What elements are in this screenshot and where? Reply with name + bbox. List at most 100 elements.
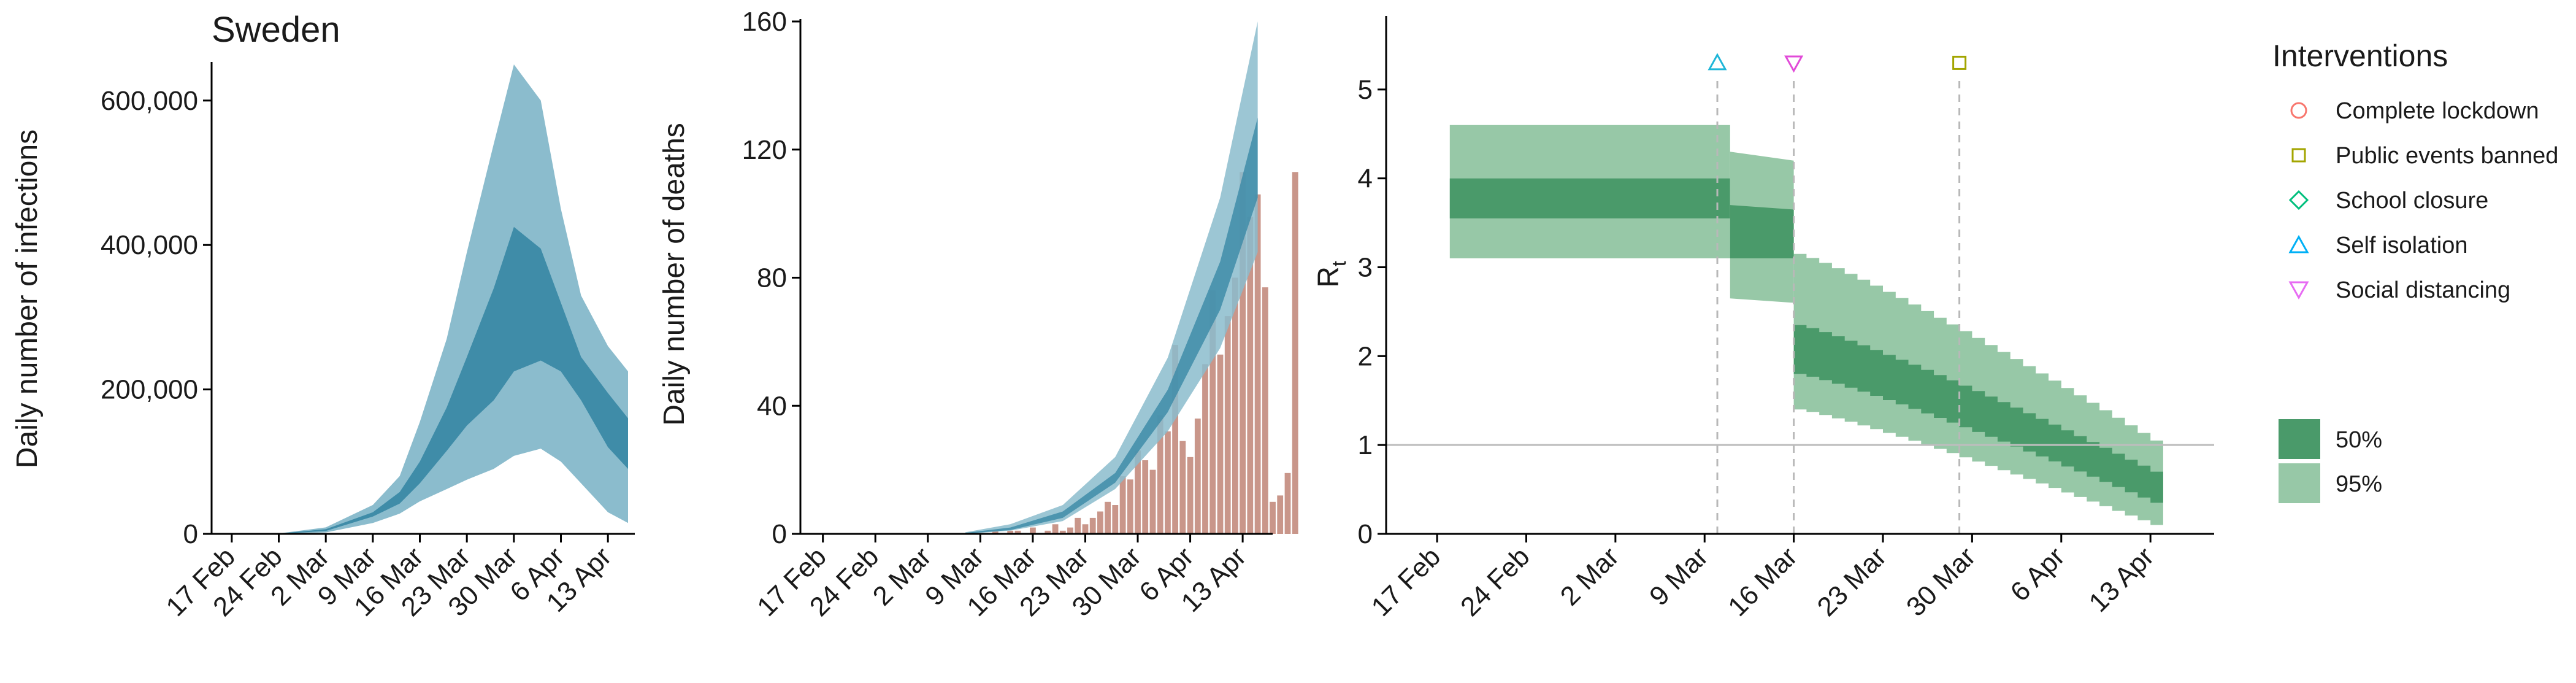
plot-area [965,21,1298,534]
y-tick-label: 400,000 [101,230,198,260]
death-bar [1127,479,1133,534]
legend-band-label: 50% [2336,427,2382,453]
y-tick-label: 200,000 [101,375,198,405]
legend-marker-square [2291,148,2306,163]
rt-50-band [1793,325,2163,503]
death-bar [1194,419,1201,534]
y-axis-title: Rt [1313,261,1350,288]
intervention-marker-triangle-up [1708,53,1727,71]
death-bar [1119,476,1126,534]
legend-marker-triangle-down [2288,281,2309,300]
death-bar [1014,530,1021,534]
x-tick-label: 30 Mar [1901,541,1981,622]
y-tick-label: 3 [1358,253,1373,283]
death-bar [1089,517,1096,534]
x-tick-label: 16 Mar [1722,541,1803,622]
legend-item-label: School closure [2336,188,2488,214]
plot-area [1386,53,2214,534]
y-axis-title: Daily number of deaths [658,123,691,426]
y-axis-title-subscript: t [1328,261,1350,266]
death-bar [1224,316,1231,534]
death-bar [1105,501,1111,534]
death-bar [1097,511,1103,534]
legend-item-label: Self isolation [2336,233,2467,258]
death-bar [1142,460,1149,534]
death-bar [1277,495,1284,534]
legend-band-swatch [2279,419,2320,459]
y-tick-label: 0 [183,519,198,549]
rt-50-band [1449,178,1730,218]
death-bar [1172,345,1178,534]
death-bar [1187,457,1194,534]
death-bar [1165,431,1171,534]
y-axis-title: Daily number of infections [11,129,44,468]
y-tick-label: 2 [1358,341,1373,371]
legend-item-label: Complete lockdown [2336,98,2539,124]
y-tick-label: 120 [742,135,787,165]
y-tick-label: 5 [1358,75,1373,105]
y-tick-label: 160 [742,7,787,37]
death-bar [1149,469,1156,534]
y-tick-label: 1 [1358,430,1373,460]
legend-band-label: 95% [2336,471,2382,497]
rt-95-band [1793,253,2163,525]
legend-marker-diamond [2288,190,2309,210]
x-tick-label: 23 Mar [1812,541,1892,622]
intervention-marker-triangle-down [1784,55,1804,73]
death-bar [1112,505,1119,534]
y-tick-label: 40 [757,391,787,421]
x-tick-label: 13 Apr [2083,541,2160,618]
y-tick-label: 600,000 [101,86,198,116]
death-bar [1157,415,1163,534]
death-bar [1135,450,1141,534]
x-tick-label: 24 Feb [1455,541,1536,622]
death-bar [1030,527,1036,534]
x-tick-label: 6 Apr [2005,541,2071,607]
death-bar [1209,290,1216,534]
death-bar [1240,172,1246,534]
death-bar [1082,524,1089,534]
death-bar [1075,517,1081,534]
death-bar [1067,527,1073,534]
panel-title: Sweden [212,10,340,50]
y-tick-label: 0 [1358,519,1373,549]
legend-item-label: Social distancing [2336,277,2510,303]
x-tick-label: 17 Feb [1366,541,1447,622]
x-tick-label: 2 Mar [867,541,937,611]
y-tick-label: 0 [772,519,787,549]
infections-panel: Sweden Daily number of infections 0 200,0… [11,10,635,622]
y-tick-label: 80 [757,263,787,293]
plot-area [218,64,628,534]
death-bar [1270,501,1276,534]
death-bar [1217,354,1224,534]
death-bar [1179,441,1186,534]
death-bar [1284,473,1291,534]
legend-marker-circle [2290,102,2307,119]
legend-item-label: Public events banned [2336,143,2558,169]
legend-items: Complete lockdown Public events banned Sch… [2288,98,2558,303]
death-bar [992,530,999,534]
infections-50-band [218,226,628,534]
death-bar [1247,217,1254,534]
deaths-95-band [965,21,1258,534]
death-bar [1007,530,1014,534]
rt-panel: Rt 0 1 2 3 4 5 17 Feb 24 Feb 2 Mar 9 Mar 16 Mar 23 … [1313,16,2214,622]
death-bar [1232,277,1238,534]
infections-95-band [218,64,628,534]
x-tick-label: 2 Mar [1555,541,1625,611]
death-bar [1045,530,1051,534]
axes: 0 1 2 3 4 5 17 Feb 24 Feb 2 Mar 9 Mar 16 Mar 23 Mar… [1358,16,2214,622]
legend-title: Interventions [2272,39,2448,73]
deaths-50-band [965,117,1258,534]
death-bar [1292,172,1298,534]
legend: Interventions Complete lockdown Public ev… [2272,39,2558,503]
legend-marker-triangle-up [2288,234,2309,253]
y-axis-title-main: R [1313,266,1345,288]
death-bar [1254,194,1261,534]
legend-band-swatch [2279,463,2320,503]
legend-bands: 50% 95% [2279,419,2382,503]
death-bar [1059,530,1066,534]
death-bar [1202,364,1208,534]
death-bar [1262,287,1268,534]
